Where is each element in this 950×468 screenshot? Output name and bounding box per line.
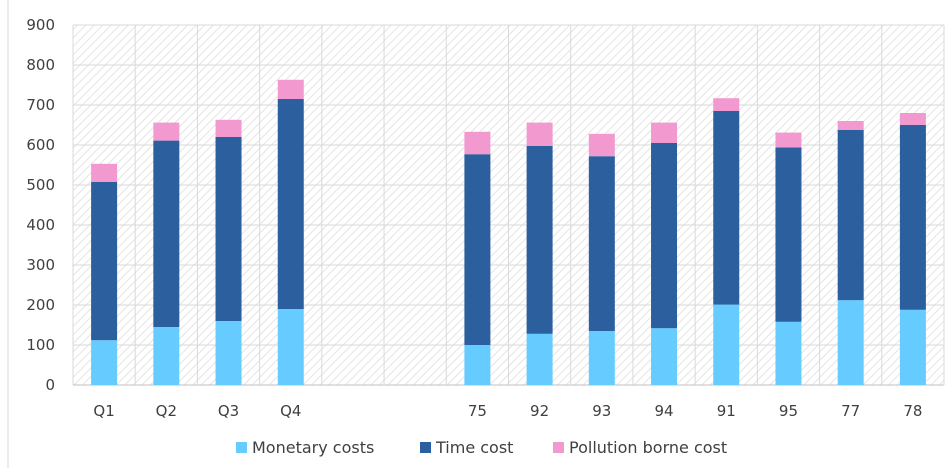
bar-segment-monetary xyxy=(277,309,304,385)
y-tick-label: 400 xyxy=(26,216,55,234)
bar-segment-monetary xyxy=(215,321,242,385)
bar-segment-time xyxy=(713,111,740,305)
y-tick-label: 700 xyxy=(26,96,55,114)
x-tick-label: 77 xyxy=(841,402,860,420)
bar-segment-monetary xyxy=(837,300,864,385)
x-tick-label: 91 xyxy=(717,402,736,420)
x-tick-label: 95 xyxy=(779,402,798,420)
bar-segment-monetary xyxy=(899,309,926,385)
y-tick-label: 800 xyxy=(26,56,55,74)
x-tick-label: 92 xyxy=(530,402,549,420)
x-tick-label: Q4 xyxy=(280,402,301,420)
y-tick-label: 100 xyxy=(26,336,55,354)
bar-segment-monetary xyxy=(588,331,615,385)
legend-swatch xyxy=(553,442,564,453)
bar-segment-time xyxy=(588,156,615,331)
bar-segment-pollution xyxy=(899,113,926,125)
y-tick-label: 900 xyxy=(26,16,55,34)
x-tick-label: Q2 xyxy=(156,402,177,420)
x-tick-label: Q3 xyxy=(218,402,239,420)
bar-segment-time xyxy=(526,145,553,334)
bar-segment-time xyxy=(277,99,304,309)
bar-segment-monetary xyxy=(651,328,678,385)
x-tick-label: 93 xyxy=(592,402,611,420)
bar-segment-time xyxy=(651,143,678,329)
y-tick-label: 200 xyxy=(26,296,55,314)
bar-segment-pollution xyxy=(153,122,180,141)
bar-segment-time xyxy=(91,181,118,341)
legend: Monetary costs Time cost Pollution borne c… xyxy=(7,0,727,468)
legend-label: Time cost xyxy=(435,438,513,457)
bar-segment-monetary xyxy=(775,321,802,385)
bar-segment-time xyxy=(464,154,491,345)
bar-segment-pollution xyxy=(277,79,304,99)
bar-segment-pollution xyxy=(464,131,491,155)
bar-segment-time xyxy=(899,125,926,310)
bar-segment-monetary xyxy=(713,304,740,385)
bar-segment-time xyxy=(215,137,242,321)
y-tick-label: 500 xyxy=(26,176,55,194)
legend-item: Monetary costs xyxy=(236,438,374,457)
bar-segment-time xyxy=(837,129,864,301)
bar-segment-pollution xyxy=(215,119,242,137)
bar-segment-pollution xyxy=(526,122,553,146)
y-tick-label: 600 xyxy=(26,136,55,154)
bar-segment-monetary xyxy=(153,327,180,385)
bar-segment-time xyxy=(153,140,180,327)
bar-segment-monetary xyxy=(91,340,118,385)
bar-segment-pollution xyxy=(775,132,802,148)
legend-label: Monetary costs xyxy=(252,438,374,457)
bar-segment-time xyxy=(775,147,802,322)
bars xyxy=(91,79,926,385)
y-axis: 0 100 200 300 400 500 600 700 800 900 xyxy=(26,16,55,394)
bar-segment-pollution xyxy=(713,98,740,111)
bar-segment-pollution xyxy=(91,163,118,182)
y-tick-label: 0 xyxy=(45,376,55,394)
bar-segment-pollution xyxy=(837,121,864,130)
legend-item: Time cost xyxy=(420,438,513,457)
legend-item: Pollution borne cost xyxy=(553,438,727,457)
bar-segment-monetary xyxy=(526,333,553,385)
legend-swatch xyxy=(420,442,431,453)
x-tick-label: 78 xyxy=(903,402,922,420)
legend-swatch xyxy=(236,442,247,453)
x-axis: Q1 Q2 Q3 Q4 75 92 93 94 91 95 77 78 xyxy=(93,402,922,420)
bar-segment-pollution xyxy=(588,133,615,157)
y-tick-label: 300 xyxy=(26,256,55,274)
legend-label: Pollution borne cost xyxy=(569,438,727,457)
x-tick-label: 75 xyxy=(468,402,487,420)
x-tick-label: 94 xyxy=(654,402,673,420)
x-tick-label: Q1 xyxy=(93,402,114,420)
bar-segment-pollution xyxy=(651,122,678,143)
bar-segment-monetary xyxy=(464,345,491,385)
